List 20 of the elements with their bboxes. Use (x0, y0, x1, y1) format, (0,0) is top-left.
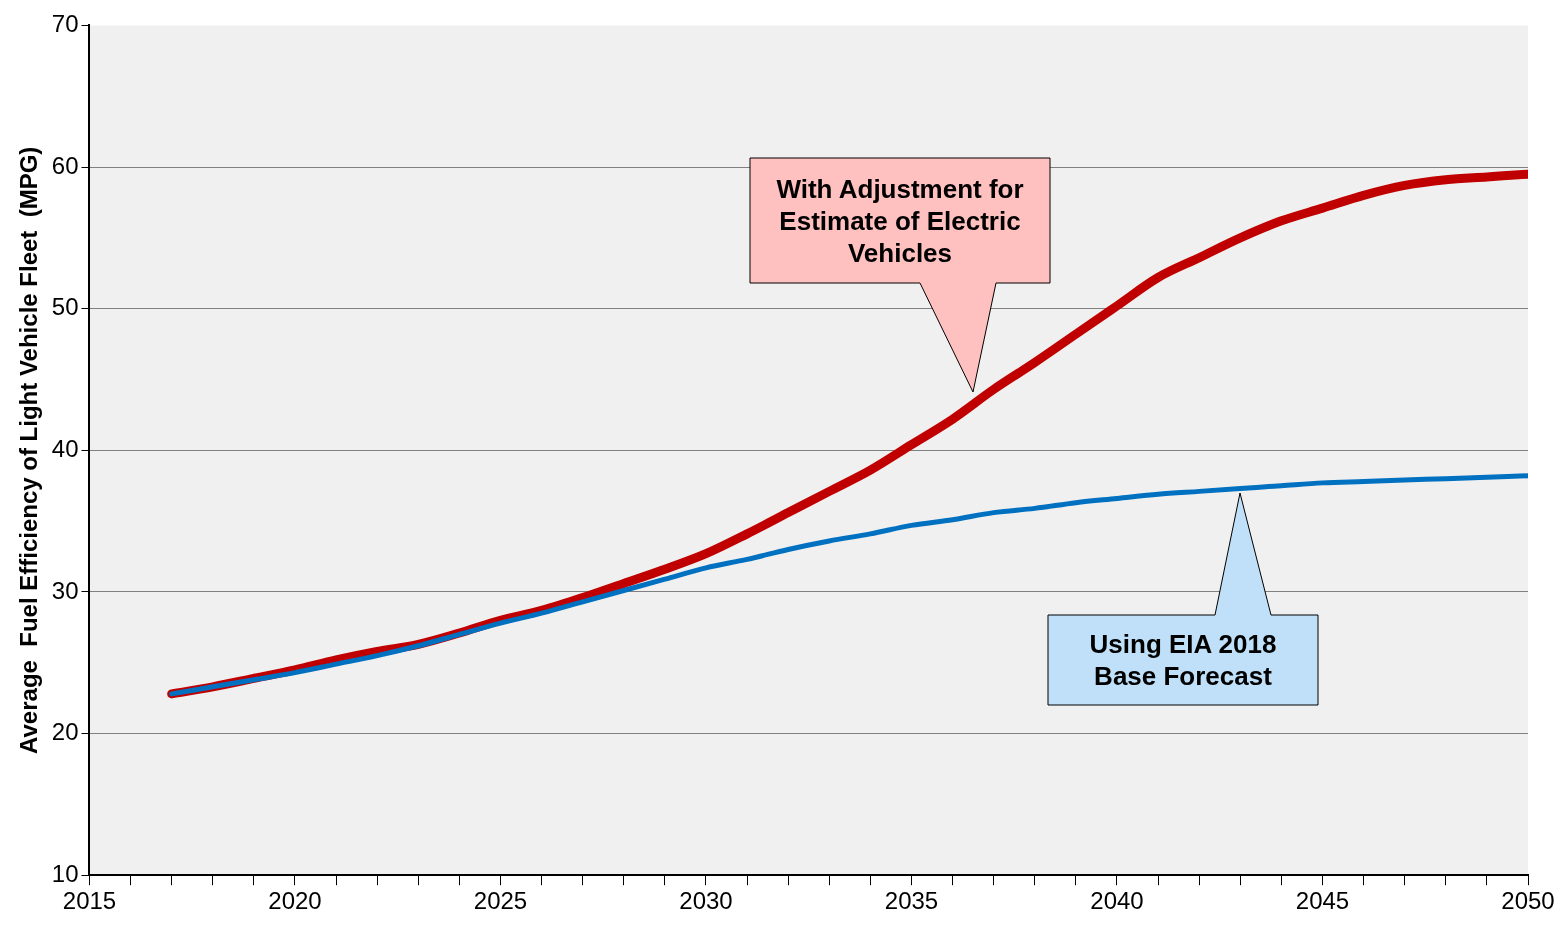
x-tick-label: 2030 (679, 887, 733, 915)
annotation: Using EIA 2018 Base Forecast (1088, 628, 1278, 692)
callout-box: Using EIA 2018 Base Forecast (1047, 492, 1319, 706)
y-tick-label: 20 (51, 718, 79, 746)
y-tick-label: 60 (51, 151, 79, 179)
callout-box: With Adjustment for Estimate of Electric Vehicles (749, 157, 1051, 393)
y-tick-label: 40 (51, 434, 79, 462)
annotation: With Adjustment for Estimate of Electric Vehicles (775, 172, 1025, 269)
y-tick-label: 50 (51, 293, 79, 321)
y-tick-label: 30 (51, 576, 79, 604)
x-tick-label: 2040 (1090, 887, 1144, 915)
x-tick-label: 2015 (62, 887, 117, 915)
y-tick-label: 10 (51, 859, 79, 887)
x-tick-label: 2045 (1295, 887, 1350, 915)
x-tick-label: 2020 (268, 887, 322, 915)
y-tick-label: 70 (51, 10, 79, 38)
x-tick-label: 2035 (884, 887, 939, 915)
x-tick-label: 2025 (473, 887, 528, 915)
x-tick-label: 2050 (1501, 887, 1555, 915)
y-axis-title: Average Fuel Efficiency of Light Vehicle Fleet (MPG) (15, 146, 43, 754)
